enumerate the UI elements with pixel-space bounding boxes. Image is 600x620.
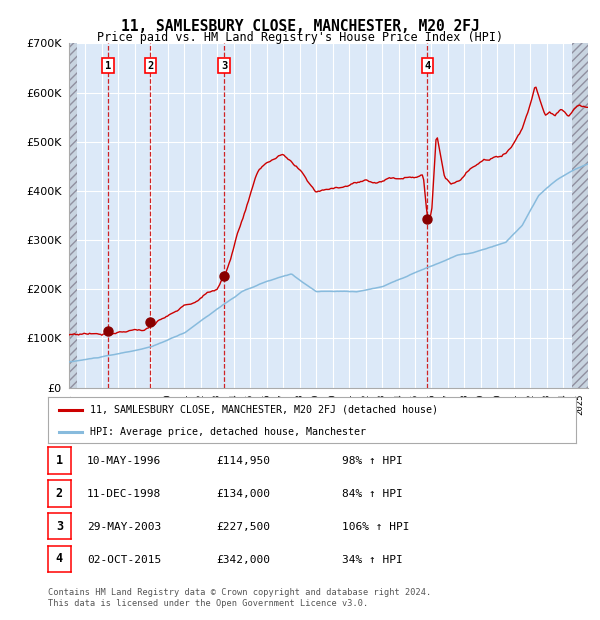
Text: This data is licensed under the Open Government Licence v3.0.: This data is licensed under the Open Gov… [48, 599, 368, 608]
Text: 10-MAY-1996: 10-MAY-1996 [87, 456, 161, 466]
Text: 98% ↑ HPI: 98% ↑ HPI [342, 456, 403, 466]
Text: 1: 1 [105, 61, 111, 71]
Text: £134,000: £134,000 [216, 489, 270, 499]
Text: 1: 1 [56, 454, 63, 467]
Text: 84% ↑ HPI: 84% ↑ HPI [342, 489, 403, 499]
Text: Contains HM Land Registry data © Crown copyright and database right 2024.: Contains HM Land Registry data © Crown c… [48, 588, 431, 597]
Text: £114,950: £114,950 [216, 456, 270, 466]
Text: 2: 2 [147, 61, 154, 71]
Text: Price paid vs. HM Land Registry's House Price Index (HPI): Price paid vs. HM Land Registry's House … [97, 31, 503, 44]
Text: 02-OCT-2015: 02-OCT-2015 [87, 554, 161, 565]
Text: 106% ↑ HPI: 106% ↑ HPI [342, 521, 409, 532]
Text: 4: 4 [56, 552, 63, 565]
Text: 34% ↑ HPI: 34% ↑ HPI [342, 554, 403, 565]
Text: 11, SAMLESBURY CLOSE, MANCHESTER, M20 2FJ (detached house): 11, SAMLESBURY CLOSE, MANCHESTER, M20 2F… [90, 405, 438, 415]
Text: 11-DEC-1998: 11-DEC-1998 [87, 489, 161, 499]
Text: 3: 3 [56, 520, 63, 533]
Bar [69, 43, 77, 388]
Text: £342,000: £342,000 [216, 554, 270, 565]
Text: 29-MAY-2003: 29-MAY-2003 [87, 521, 161, 532]
Text: 2: 2 [56, 487, 63, 500]
Bar [572, 43, 588, 388]
Text: 4: 4 [424, 61, 430, 71]
Text: £227,500: £227,500 [216, 521, 270, 532]
Text: HPI: Average price, detached house, Manchester: HPI: Average price, detached house, Manc… [90, 427, 366, 436]
Text: 11, SAMLESBURY CLOSE, MANCHESTER, M20 2FJ: 11, SAMLESBURY CLOSE, MANCHESTER, M20 2F… [121, 19, 479, 33]
Text: 3: 3 [221, 61, 227, 71]
